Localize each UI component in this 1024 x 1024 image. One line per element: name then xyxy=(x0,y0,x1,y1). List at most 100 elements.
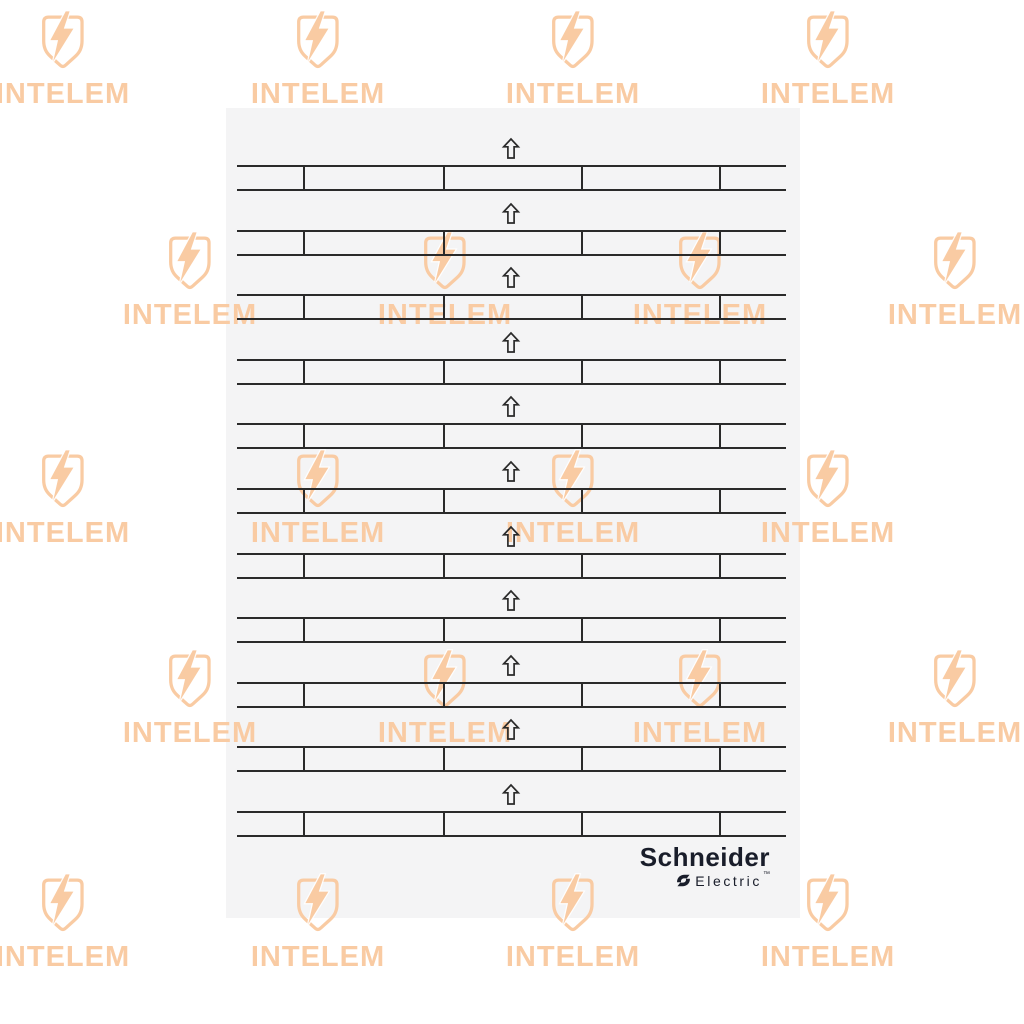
watermark-text: INTELEM xyxy=(0,517,131,549)
label-strip xyxy=(237,165,786,191)
strip-cell-divider xyxy=(581,361,584,383)
strip-cell-divider xyxy=(302,361,305,383)
watermark-text: INTELEM xyxy=(377,717,513,749)
product-line-text: Electric xyxy=(695,872,762,889)
shield-lightning-icon xyxy=(169,649,211,708)
watermark-unit: INTELEM xyxy=(506,449,640,550)
label-strip xyxy=(237,811,786,837)
strip-cell-divider xyxy=(302,232,305,254)
strip-cell-divider xyxy=(719,748,722,770)
shield-lightning-icon xyxy=(297,10,339,69)
strip-cell-divider xyxy=(719,425,722,447)
watermark-unit: INTELEM xyxy=(0,10,131,111)
strip-cell-divider xyxy=(442,619,445,641)
label-strip xyxy=(237,553,786,579)
strip-cell-divider xyxy=(442,490,445,512)
label-strip xyxy=(237,617,786,643)
strip-cell-divider xyxy=(302,425,305,447)
shield-lightning-icon xyxy=(552,449,594,508)
watermark-text: INTELEM xyxy=(0,78,131,110)
watermark-text: INTELEM xyxy=(887,717,1023,749)
strip-cell-divider xyxy=(442,684,445,706)
strip-cell-divider xyxy=(302,748,305,770)
strip-cell-divider xyxy=(581,684,584,706)
strip-cell-divider xyxy=(719,684,722,706)
watermark-unit: INTELEM xyxy=(377,649,513,750)
strip-cell-divider xyxy=(581,555,584,577)
trademark-symbol: ™ xyxy=(763,871,770,878)
watermark-text: INTELEM xyxy=(505,941,641,973)
label-strip xyxy=(237,423,786,449)
strip-cell-divider xyxy=(302,296,305,318)
up-arrow-icon xyxy=(501,202,521,224)
up-arrow-icon xyxy=(501,589,521,611)
watermark-unit: INTELEM xyxy=(122,649,258,750)
watermark-unit: INTELEM xyxy=(506,10,640,111)
shield-lightning-icon xyxy=(934,231,976,290)
strip-cell-divider xyxy=(302,684,305,706)
up-arrow-icon xyxy=(501,331,521,353)
watermark-text: INTELEM xyxy=(250,517,386,549)
label-strip xyxy=(237,294,786,320)
shield-lightning-icon xyxy=(42,449,84,508)
up-arrow-icon xyxy=(501,718,521,740)
label-strip xyxy=(237,230,786,256)
strip-cell-divider xyxy=(442,167,445,189)
watermark-unit: INTELEM xyxy=(505,873,641,974)
strip-cell-divider xyxy=(581,296,584,318)
schneider-s-mark-icon xyxy=(677,874,691,887)
watermark-unit: INTELEM xyxy=(887,649,1023,750)
up-arrow-icon xyxy=(501,783,521,805)
watermark-text: INTELEM xyxy=(632,299,768,331)
label-strip xyxy=(237,746,786,772)
strip-cell-divider xyxy=(719,619,722,641)
strip-cell-divider xyxy=(442,555,445,577)
watermark-text: INTELEM xyxy=(887,299,1023,331)
strip-cell-divider xyxy=(719,232,722,254)
watermark-unit: INTELEM xyxy=(0,449,131,550)
strip-cell-divider xyxy=(302,490,305,512)
label-strip xyxy=(237,682,786,708)
strip-cell-divider xyxy=(719,361,722,383)
strip-cell-divider xyxy=(442,296,445,318)
label-sheet: Schneider Electric ™ xyxy=(226,108,800,918)
strip-cell-divider xyxy=(719,490,722,512)
up-arrow-icon xyxy=(501,395,521,417)
watermark-unit: INTELEM xyxy=(761,10,895,111)
strip-cell-divider xyxy=(719,813,722,835)
strip-cell-divider xyxy=(302,619,305,641)
watermark-unit: INTELEM xyxy=(760,873,896,974)
watermark-text: INTELEM xyxy=(250,78,386,110)
strip-cell-divider xyxy=(719,555,722,577)
watermark-unit: INTELEM xyxy=(0,873,131,974)
watermark-unit: INTELEM xyxy=(250,873,386,974)
watermark-text: INTELEM xyxy=(250,941,386,973)
watermark-unit: INTELEM xyxy=(123,231,257,332)
watermark-text: INTELEM xyxy=(632,717,768,749)
brand-subline: Electric ™ xyxy=(674,871,770,890)
watermark-text: INTELEM xyxy=(760,517,896,549)
strip-cell-divider xyxy=(302,813,305,835)
brand-name-text: Schneider xyxy=(639,842,770,872)
strip-cell-divider xyxy=(581,748,584,770)
watermark-unit: INTELEM xyxy=(887,231,1023,332)
watermark-unit: INTELEM xyxy=(250,10,386,111)
up-arrow-icon xyxy=(501,460,521,482)
watermark-text: INTELEM xyxy=(0,941,131,973)
shield-lightning-icon xyxy=(807,873,849,932)
shield-lightning-icon xyxy=(297,873,339,932)
watermark-text: INTELEM xyxy=(122,717,258,749)
watermark-text: INTELEM xyxy=(760,941,896,973)
shield-lightning-icon xyxy=(297,449,339,508)
strip-cell-divider xyxy=(442,361,445,383)
strip-cell-divider xyxy=(581,490,584,512)
label-strip xyxy=(237,359,786,385)
up-arrow-icon xyxy=(501,654,521,676)
watermark-unit: INTELEM xyxy=(250,449,386,550)
shield-lightning-icon xyxy=(42,10,84,69)
strip-cell-divider xyxy=(442,813,445,835)
shield-lightning-icon xyxy=(424,231,466,290)
strip-cell-divider xyxy=(581,619,584,641)
